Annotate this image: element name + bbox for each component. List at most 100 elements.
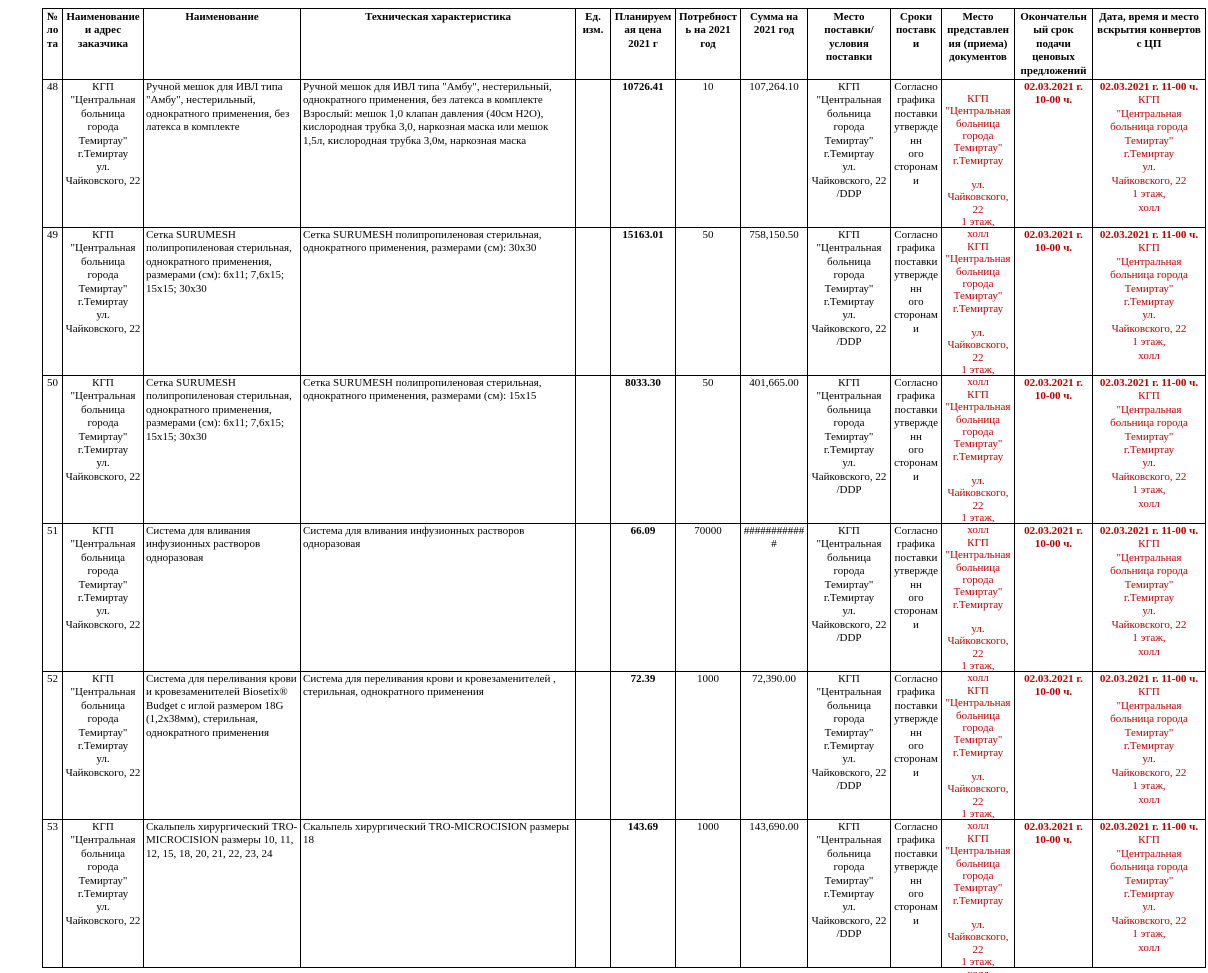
cell-specification: Сетка SURUMESH полипропиленовая стерильн… xyxy=(300,227,576,377)
cell-customer: КГП "Центральная больница города Темирта… xyxy=(62,79,144,229)
cell-customer: КГП "Центральная больница города Темирта… xyxy=(62,375,144,525)
cell-specification: Система для вливания инфузионных раствор… xyxy=(300,523,576,673)
cell-planned-price: 72.39 xyxy=(610,671,676,821)
cell-lot-number: 51 xyxy=(42,523,63,673)
cell-quantity: 1000 xyxy=(675,819,741,969)
cell-quantity: 50 xyxy=(675,227,741,377)
envelope-opening-place: КГП "Центральная больница города Темирта… xyxy=(1110,390,1188,510)
cell-lot-number: 48 xyxy=(42,79,63,229)
cell-planned-price: 66.09 xyxy=(610,523,676,673)
column-header-unit: Ед. изм. xyxy=(575,7,611,81)
cell-delivery-place: КГП "Центральная больница города Темирта… xyxy=(807,79,891,229)
table-row: 50 КГП "Центральная больница города Теми… xyxy=(42,375,1206,536)
column-header-deadline: Окончательный срок подачи ценовых предло… xyxy=(1014,7,1093,81)
column-header-docs-place: Место представления (приема) документов xyxy=(941,7,1015,81)
envelope-opening-datetime: 02.03.2021 г. 11-00 ч. xyxy=(1099,81,1199,94)
table-row: 49 КГП "Центральная больница города Теми… xyxy=(42,227,1206,388)
cell-planned-price: 15163.01 xyxy=(610,227,676,377)
cell-specification: Сетка SURUMESH полипропиленовая стерильн… xyxy=(300,375,576,525)
cell-deadline: 02.03.2021 г. 10-00 ч. xyxy=(1014,227,1093,377)
cell-envelope-opening: 02.03.2021 г. 11-00 ч. КГП "Центральная … xyxy=(1092,671,1206,821)
docs-place-text: КГП "Центральная больница города Темирта… xyxy=(945,833,1011,973)
cell-customer: КГП "Центральная больница города Темирта… xyxy=(62,227,144,377)
table-row: 51 КГП "Центральная больница города Теми… xyxy=(42,523,1206,684)
docs-place-text: КГП "Центральная больница города Темирта… xyxy=(945,93,1011,241)
cell-unit xyxy=(575,671,611,821)
envelope-opening-place: КГП "Центральная больница города Темирта… xyxy=(1110,538,1188,658)
cell-docs-place: КГП "Центральная больница города Темирта… xyxy=(941,79,1015,240)
envelope-opening-datetime: 02.03.2021 г. 11-00 ч. xyxy=(1099,821,1199,834)
envelope-opening-datetime: 02.03.2021 г. 11-00 ч. xyxy=(1099,229,1199,242)
table-row: 52 КГП "Центральная больница города Теми… xyxy=(42,671,1206,832)
table-row: 53 КГП "Центральная больница города Теми… xyxy=(42,819,1206,973)
cell-deadline: 02.03.2021 г. 10-00 ч. xyxy=(1014,79,1093,229)
cell-delivery-place: КГП "Центральная больница города Темирта… xyxy=(807,227,891,377)
cell-planned-price: 10726.41 xyxy=(610,79,676,229)
column-header-delivery-place: Место поставки/условия поставки xyxy=(807,7,891,81)
cell-quantity: 1000 xyxy=(675,671,741,821)
procurement-table: № лота Наименование и адрес заказчика На… xyxy=(42,7,1206,973)
cell-item-name: Система для переливания крови и кровезам… xyxy=(143,671,301,821)
cell-unit xyxy=(575,227,611,377)
cell-sum: 72,390.00 xyxy=(740,671,808,821)
cell-deadline: 02.03.2021 г. 10-00 ч. xyxy=(1014,375,1093,525)
cell-unit xyxy=(575,79,611,229)
table-body: 48 КГП "Центральная больница города Теми… xyxy=(42,79,1206,973)
cell-delivery-terms: Согласно графика поставки утвержденн ого… xyxy=(890,671,942,821)
cell-docs-place: КГП "Центральная больница города Темирта… xyxy=(941,375,1015,536)
cell-quantity: 10 xyxy=(675,79,741,229)
envelope-opening-place: КГП "Центральная больница города Темирта… xyxy=(1110,686,1188,806)
cell-deadline: 02.03.2021 г. 10-00 ч. xyxy=(1014,819,1093,969)
cell-envelope-opening: 02.03.2021 г. 11-00 ч. КГП "Центральная … xyxy=(1092,375,1206,525)
cell-lot-number: 53 xyxy=(42,819,63,969)
cell-customer: КГП "Центральная больница города Темирта… xyxy=(62,671,144,821)
cell-unit xyxy=(575,523,611,673)
docs-place-text: КГП "Центральная больница города Темирта… xyxy=(945,537,1011,685)
cell-delivery-place: КГП "Центральная больница города Темирта… xyxy=(807,671,891,821)
cell-quantity: 70000 xyxy=(675,523,741,673)
cell-docs-place: КГП "Центральная больница города Темирта… xyxy=(941,227,1015,388)
cell-delivery-place: КГП "Центральная больница города Темирта… xyxy=(807,523,891,673)
cell-item-name: Сетка SURUMESH полипропиленовая стерильн… xyxy=(143,375,301,525)
envelope-opening-datetime: 02.03.2021 г. 11-00 ч. xyxy=(1099,525,1199,538)
cell-lot-number: 52 xyxy=(42,671,63,821)
docs-place-text: КГП "Центральная больница города Темирта… xyxy=(945,389,1011,537)
cell-specification: Ручной мешок для ИВЛ типа "Амбу", нестер… xyxy=(300,79,576,229)
cell-item-name: Сетка SURUMESH полипропиленовая стерильн… xyxy=(143,227,301,377)
cell-docs-place: КГП "Центральная больница города Темирта… xyxy=(941,819,1015,973)
cell-unit xyxy=(575,819,611,969)
table-header-row: № лота Наименование и адрес заказчика На… xyxy=(42,7,1206,81)
cell-delivery-place: КГП "Центральная больница города Темирта… xyxy=(807,819,891,969)
envelope-opening-place: КГП "Центральная больница города Темирта… xyxy=(1110,834,1188,954)
cell-delivery-terms: Согласно графика поставки утвержденн ого… xyxy=(890,375,942,525)
column-header-specification: Техническая характеристика xyxy=(300,7,576,81)
cell-customer: КГП "Центральная больница города Темирта… xyxy=(62,523,144,673)
cell-item-name: Ручной мешок для ИВЛ типа "Амбу", нестер… xyxy=(143,79,301,229)
cell-envelope-opening: 02.03.2021 г. 11-00 ч. КГП "Центральная … xyxy=(1092,523,1206,673)
cell-customer: КГП "Центральная больница города Темирта… xyxy=(62,819,144,969)
cell-sum: 758,150.50 xyxy=(740,227,808,377)
column-header-envelope-opening: Дата, время и место вскрытия конвертов с… xyxy=(1092,7,1206,81)
cell-sum: 107,264.10 xyxy=(740,79,808,229)
column-header-lot-number: № лота xyxy=(42,7,63,81)
column-header-planned-price: Планируемая цена 2021 г xyxy=(610,7,676,81)
envelope-opening-place: КГП "Центральная больница города Темирта… xyxy=(1110,242,1188,362)
column-header-delivery-terms: Сроки поставки xyxy=(890,7,942,81)
column-header-sum: Сумма на 2021 год xyxy=(740,7,808,81)
cell-specification: Система для переливания крови и кровезам… xyxy=(300,671,576,821)
cell-lot-number: 50 xyxy=(42,375,63,525)
envelope-opening-datetime: 02.03.2021 г. 11-00 ч. xyxy=(1099,377,1199,390)
cell-delivery-terms: Согласно графика поставки утвержденн ого… xyxy=(890,523,942,673)
envelope-opening-place: КГП "Центральная больница города Темирта… xyxy=(1110,94,1188,214)
cell-envelope-opening: 02.03.2021 г. 11-00 ч. КГП "Центральная … xyxy=(1092,819,1206,969)
column-header-customer: Наименование и адрес заказчика xyxy=(62,7,144,81)
cell-specification: Скальпель хирургический TRO-MICROCISION … xyxy=(300,819,576,969)
cell-unit xyxy=(575,375,611,525)
column-header-item-name: Наименование xyxy=(143,7,301,81)
cell-envelope-opening: 02.03.2021 г. 11-00 ч. КГП "Центральная … xyxy=(1092,79,1206,229)
cell-lot-number: 49 xyxy=(42,227,63,377)
envelope-opening-datetime: 02.03.2021 г. 11-00 ч. xyxy=(1099,673,1199,686)
docs-place-text: КГП "Центральная больница города Темирта… xyxy=(945,241,1011,389)
cell-delivery-place: КГП "Центральная больница города Темирта… xyxy=(807,375,891,525)
